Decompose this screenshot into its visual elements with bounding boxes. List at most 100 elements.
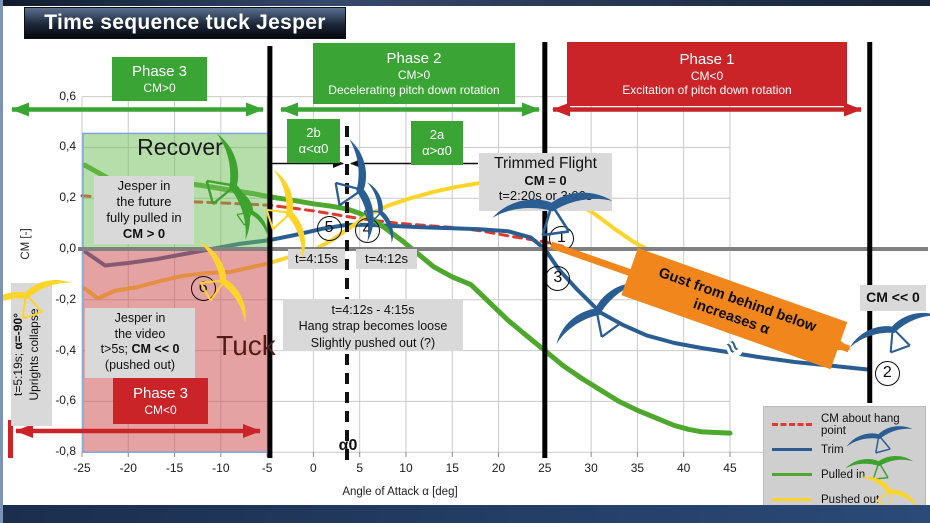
phase1-box: Phase 1 CM<0 Excitation of pitch down ro… — [567, 42, 847, 106]
hang-glider-icon-trimmed — [492, 192, 613, 237]
legend-line-sample — [772, 473, 812, 476]
jesper-video-line1: Jesper in — [114, 311, 166, 325]
x-tick-label: -20 — [119, 461, 137, 475]
alpha0-label: α0 — [338, 437, 358, 454]
jesper-video-line3: t>5s; CM << 0 — [100, 342, 180, 357]
y-tick-label: 0,6 — [59, 88, 76, 103]
x-tick-label: 25 — [538, 461, 552, 475]
y-tick-label: 0,2 — [59, 190, 76, 205]
phase3-top-sub: CM>0 — [143, 80, 176, 95]
uprights-collapse-note: t=5:19s; α=-90° Uprights collapse — [11, 283, 52, 426]
y-tick-label: -0,8 — [55, 444, 76, 459]
cm-very-negative-label: CM << 0 — [860, 285, 926, 311]
recover-region-label: Recover — [137, 134, 223, 160]
hang-glider-icon-point3 — [556, 282, 641, 345]
legend-label: Trim — [821, 443, 844, 456]
slide-bottom-border — [0, 505, 930, 523]
jesper-future-line2: the future — [116, 193, 172, 209]
phase2-title: Phase 2 — [386, 50, 442, 68]
trimmed-flight-cm: CM = 0 — [524, 173, 567, 188]
phase2b-title: 2b — [306, 125, 321, 141]
x-tick-label: 35 — [630, 461, 645, 475]
phase2a-sub: α>α0 — [422, 143, 452, 158]
phase2a-title: 2a — [429, 127, 445, 143]
x-tick-label: 15 — [445, 461, 459, 475]
phase2-sub1: CM>0 — [397, 68, 431, 83]
hang-strap-line3: Slightly pushed out (?) — [310, 335, 436, 350]
time-label-412: t=4:12s — [356, 249, 417, 269]
legend-item-0: CM about hang point — [764, 412, 925, 437]
x-tick-label: 45 — [723, 461, 737, 475]
x-tick-label: 20 — [491, 461, 506, 475]
x-tick-label: -15 — [165, 461, 184, 475]
phase2a-box: 2a α>α0 — [411, 121, 463, 165]
legend-item-3: Pushed out — [764, 487, 925, 512]
phase3-top-box: Phase 3 CM>0 — [112, 57, 207, 101]
x-tick-label: 30 — [584, 461, 598, 475]
phase3-top-title: Phase 3 — [131, 62, 188, 80]
x-tick-label: -5 — [261, 461, 273, 475]
hang-strap-line2: Hang strap becomes loose — [298, 319, 448, 334]
phase1-sub2: Excitation of pitch down rotation — [622, 83, 792, 97]
phase1-title: Phase 1 — [679, 50, 735, 68]
line-break-gap — [727, 341, 743, 357]
legend-line-sample — [772, 448, 812, 451]
x-tick-label: 10 — [399, 461, 413, 475]
hang-strap-line1: t=4:12s - 4:15s — [331, 303, 415, 317]
hang-glider-icon-point4a — [334, 139, 374, 242]
tuck-region-label: Tuck — [216, 330, 276, 361]
marker-circle-5: 5 — [316, 216, 342, 242]
phase2-box: Phase 2 CM>0 Decelerating pitch down rot… — [313, 43, 515, 104]
jesper-future-line1: Jesper in — [117, 178, 171, 193]
legend-label: Pushed out — [821, 493, 880, 506]
page-title: Time sequence tuck Jesper — [24, 7, 346, 39]
x-tick-label: -25 — [73, 461, 91, 475]
hang-glider-icon-collapse — [0, 279, 72, 320]
arrow-end-cap — [8, 420, 13, 458]
trimmed-flight-title: Trimmed Flight — [494, 155, 597, 172]
phase3-bottom-sub: CM<0 — [144, 402, 177, 417]
x-tick-label: 40 — [676, 461, 691, 475]
y-tick-label: -0,2 — [55, 291, 76, 306]
jesper-video-line4: (pushed out) — [104, 357, 176, 372]
legend-label: Pulled in — [821, 468, 866, 481]
phase3-bottom-title: Phase 3 — [132, 384, 189, 402]
hang-glider-icon-point6 — [198, 241, 246, 323]
jesper-video-line2: the video — [114, 326, 166, 341]
jesper-future-line3: fully pulled in — [106, 209, 182, 225]
phase2-sub2: Decelerating pitch down rotation — [328, 82, 500, 97]
legend-line-sample — [772, 498, 812, 501]
y-tick-label: -0,4 — [55, 342, 76, 357]
phase2b-sub: α<α0 — [298, 141, 329, 156]
x-tick-label: -10 — [212, 461, 230, 475]
jesper-future-note: Jesper in the future fully pulled in CM … — [94, 176, 194, 244]
y-tick-label: 0,4 — [59, 139, 76, 154]
hang-strap-note: t=4:12s - 4:15s Hang strap becomes loose… — [283, 299, 463, 351]
legend-item-2: Pulled in — [764, 462, 925, 487]
marker-circle-3: 3 — [545, 266, 571, 292]
hang-glider-icon-recover — [205, 133, 250, 240]
legend-label: CM about hang point — [821, 412, 900, 437]
hang-glider-icon-recover-b — [233, 188, 269, 238]
legend-line-sample — [772, 423, 812, 426]
hang-glider-icon-legend-trim — [846, 426, 913, 454]
hang-glider-icon-point2 — [849, 312, 930, 354]
hang-glider-icon-legend-pulled — [845, 456, 914, 480]
x-tick-label: 5 — [356, 461, 364, 475]
marker-circle-2: 2 — [874, 360, 900, 386]
x-tick-label: 0 — [310, 461, 317, 475]
hang-glider-icon-point4b — [363, 182, 394, 244]
legend-item-1: Trim — [764, 437, 925, 462]
phase2b-box: 2b α<α0 — [287, 119, 340, 163]
phase3-bottom-box: Phase 3 CM<0 — [113, 378, 208, 424]
phase1-sub1: CM<0 — [690, 68, 724, 83]
jesper-future-line4: CM > 0 — [122, 225, 166, 241]
slide-top-border — [0, 0, 930, 6]
y-tick-label: -0,6 — [55, 393, 76, 408]
slide-left-border — [0, 0, 3, 523]
x-axis-label: Angle of Attack α [deg] — [342, 486, 458, 498]
hang-glider-icon-point5 — [265, 169, 306, 259]
y-tick-label: 0,0 — [59, 241, 76, 255]
